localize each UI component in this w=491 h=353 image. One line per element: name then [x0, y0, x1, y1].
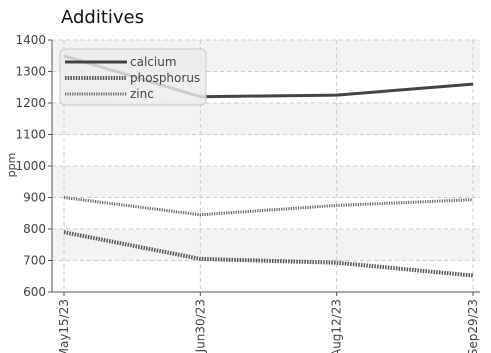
x-tick-label: Jun30/23	[193, 299, 207, 353]
y-tick-label: 800	[23, 222, 46, 236]
y-tick-label: 1200	[15, 96, 46, 110]
y-tick-label: 600	[23, 285, 46, 299]
x-tick-label: May15/23	[57, 299, 71, 353]
series-line-phosphorus	[63, 230, 474, 278]
legend-label-calcium: calcium	[130, 55, 177, 69]
grid-band	[52, 229, 480, 261]
y-tick-label: 1000	[15, 159, 46, 173]
x-axis-ticks: May15/23 Jun30/23 Aug12/23 Sep29/23	[57, 292, 480, 353]
grid-band	[52, 166, 480, 198]
grid-band	[52, 103, 480, 135]
y-tick-label: 900	[23, 191, 46, 205]
legend-label-zinc: zinc	[130, 87, 154, 101]
y-axis-label: ppm	[5, 153, 18, 178]
y-tick-label: 1300	[15, 65, 46, 79]
chart-title: Additives	[61, 7, 145, 28]
x-tick-label: Sep29/23	[466, 299, 480, 353]
y-tick-label: 1400	[15, 33, 46, 47]
y-axis-ticks: 600 700 800 900 1000 1100 1200 1300 1400	[15, 33, 52, 299]
y-tick-label: 700	[23, 254, 46, 268]
x-tick-label: Aug12/23	[330, 299, 344, 353]
y-tick-label: 1100	[15, 128, 46, 142]
legend: calcium phosphorus zinc	[59, 48, 207, 106]
legend-label-phosphorus: phosphorus	[130, 71, 200, 85]
